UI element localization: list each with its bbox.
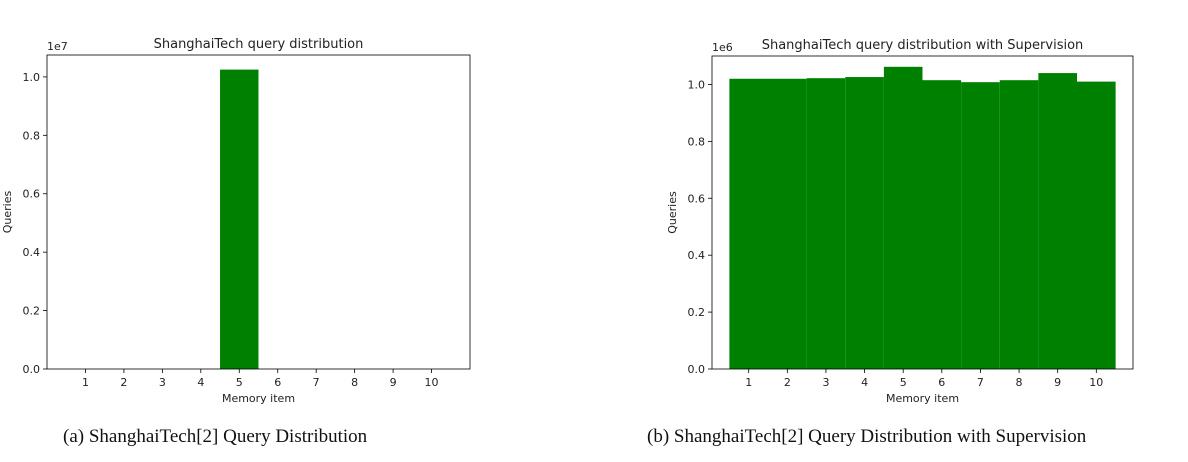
chart-b-ytick-label: 1.0 [688, 78, 706, 91]
chart-a-xtick-label: 7 [313, 376, 320, 389]
chart-a-title: ShanghaiTech query distribution [154, 37, 364, 52]
chart-b-bar-5 [883, 66, 923, 369]
chart-b-ylabel: Queries [666, 191, 679, 234]
chart-b-xlabel: Memory item [886, 392, 959, 405]
chart-b-xtick-label: 10 [1089, 376, 1103, 389]
chart-a-ytick-label: 1.0 [23, 71, 41, 84]
chart-b-bar-1 [729, 78, 769, 369]
chart-a-xtick-label: 8 [351, 376, 358, 389]
chart-b-bar-6 [922, 80, 962, 369]
chart-b-xtick-label: 9 [1054, 376, 1061, 389]
chart-a-xlabel: Memory item [222, 392, 295, 405]
chart-a-ylabel: Queries [1, 190, 14, 233]
chart-b-ytick-label: 0.8 [688, 135, 706, 148]
chart-b-svg: 0.0 0.2 0.4 0.6 0.8 1.0 1 2 3 4 5 6 7 8 9 10 1e6 Shanghai… [666, 38, 1134, 405]
chart-a-ytick-label: 0.6 [23, 188, 41, 201]
chart-a-axes-frame [46, 54, 471, 370]
chart-b-xtick-label: 2 [784, 376, 791, 389]
chart-b-ytick-label: 0.2 [688, 306, 706, 319]
chart-b-xtick-label: 3 [822, 376, 829, 389]
chart-a-ytick-label: 0.8 [23, 129, 41, 142]
chart-b-xtick-label: 7 [977, 376, 984, 389]
chart-b-xtick-label: 8 [1016, 376, 1023, 389]
chart-b-ytick-label: 0.6 [688, 192, 706, 205]
chart-b-bar-8 [999, 80, 1039, 369]
chart-a-scale-label: 1e7 [47, 40, 68, 53]
chart-b-bar-4 [845, 77, 884, 369]
chart-b-ytick-label: 0.0 [688, 363, 706, 376]
chart-a-xtick-label: 10 [425, 376, 439, 389]
chart-b-bar-7 [961, 82, 1000, 369]
caption-a: (a) ShanghaiTech[2] Query Distribution [63, 426, 368, 447]
chart-panel-a: 0.0 0.2 0.4 0.6 0.8 1.0 1 2 3 4 5 6 7 8 9 10 1e7 Shanghai… [0, 0, 500, 462]
chart-a-xtick-label: 2 [120, 376, 127, 389]
chart-a-ytick-label: 0.0 [23, 363, 41, 376]
chart-a-xtick-label: 6 [274, 376, 281, 389]
caption-b: (b) ShanghaiTech[2] Query Distribution w… [647, 426, 1087, 447]
chart-a-xtick-label: 4 [197, 376, 204, 389]
chart-b-xtick-label: 4 [861, 376, 868, 389]
chart-a-bar-5 [220, 69, 259, 370]
chart-a-xtick-label: 1 [82, 376, 89, 389]
chart-b-xtick-label: 5 [900, 376, 907, 389]
chart-b-bar-2 [768, 78, 807, 369]
chart-b-ytick-label: 0.4 [688, 249, 706, 262]
chart-b-xtick-label: 6 [938, 376, 945, 389]
chart-a-xtick-label: 9 [390, 376, 397, 389]
chart-b-bar-9 [1038, 73, 1077, 369]
chart-b-bar-3 [806, 78, 846, 369]
chart-b-xtick-label: 1 [745, 376, 752, 389]
chart-a-xtick-label: 5 [236, 376, 243, 389]
chart-b-bar-10 [1076, 81, 1116, 369]
chart-a-ytick-label: 0.2 [23, 305, 41, 318]
chart-b-scale-label: 1e6 [712, 41, 733, 54]
chart-b-axes-frame [711, 55, 1134, 370]
chart-a-xtick-label: 3 [159, 376, 166, 389]
chart-a-svg: 0.0 0.2 0.4 0.6 0.8 1.0 1 2 3 4 5 6 7 8 9 10 1e7 Shanghai… [1, 37, 471, 405]
chart-b-title: ShanghaiTech query distribution with Sup… [762, 38, 1084, 53]
chart-a-ytick-label: 0.4 [23, 246, 41, 259]
chart-panel-b: 0.0 0.2 0.4 0.6 0.8 1.0 1 2 3 4 5 6 7 8 9 10 1e6 Shanghai… [640, 0, 1188, 462]
